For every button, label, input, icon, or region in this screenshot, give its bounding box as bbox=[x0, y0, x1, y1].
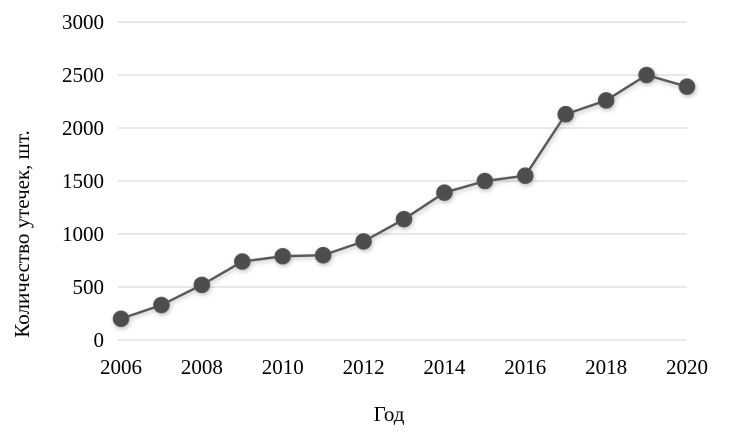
y-tick-label: 0 bbox=[94, 328, 105, 352]
data-point-2015 bbox=[476, 172, 494, 190]
x-tick-label: 2008 bbox=[181, 355, 223, 379]
y-tick-label: 2500 bbox=[62, 63, 104, 87]
data-point-2009 bbox=[233, 253, 251, 270]
data-point-2014 bbox=[436, 184, 453, 201]
y-tick-label: 1000 bbox=[62, 222, 104, 246]
data-point-2011 bbox=[314, 246, 332, 264]
data-point-2019 bbox=[638, 66, 655, 84]
data-point-2016 bbox=[516, 167, 534, 184]
data-point-2007 bbox=[153, 296, 170, 314]
y-tick-label: 3000 bbox=[62, 10, 104, 34]
data-point-2006 bbox=[112, 310, 130, 328]
data-series bbox=[112, 66, 696, 328]
x-tick-label: 2012 bbox=[343, 355, 385, 379]
x-tick-label: 2018 bbox=[585, 355, 627, 379]
x-tick-label: 2014 bbox=[423, 355, 466, 379]
y-tick-label: 1500 bbox=[62, 169, 104, 193]
data-point-2020 bbox=[678, 78, 696, 95]
y-tick-label: 2000 bbox=[62, 116, 104, 140]
x-tick-label: 2006 bbox=[100, 355, 142, 379]
x-tick-label: 2010 bbox=[262, 355, 304, 379]
y-tick-label: 500 bbox=[73, 275, 105, 299]
data-point-2012 bbox=[355, 233, 372, 250]
data-point-2013 bbox=[395, 210, 413, 228]
data-point-2017 bbox=[557, 105, 575, 123]
data-point-2018 bbox=[597, 92, 615, 109]
data-point-2010 bbox=[274, 247, 292, 265]
x-tick-label: 2020 bbox=[666, 355, 708, 379]
x-tick-label: 2016 bbox=[504, 355, 546, 379]
x-axis-title: Год bbox=[373, 402, 405, 426]
data-point-2008 bbox=[193, 276, 211, 294]
